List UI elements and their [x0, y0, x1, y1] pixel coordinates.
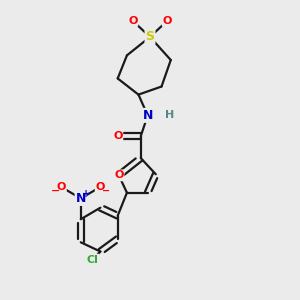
Text: H: H — [165, 110, 174, 120]
Text: O: O — [163, 16, 172, 26]
Text: −: − — [51, 185, 60, 195]
Text: O: O — [56, 182, 66, 192]
Text: O: O — [96, 182, 105, 192]
Text: N: N — [142, 109, 153, 122]
Text: S: S — [146, 30, 154, 44]
Text: +: + — [82, 189, 91, 199]
Text: O: O — [114, 170, 124, 180]
Text: N: N — [76, 192, 86, 205]
Text: Cl: Cl — [86, 255, 98, 265]
Text: O: O — [128, 16, 137, 26]
Text: O: O — [113, 131, 122, 141]
Text: −: − — [102, 185, 110, 195]
